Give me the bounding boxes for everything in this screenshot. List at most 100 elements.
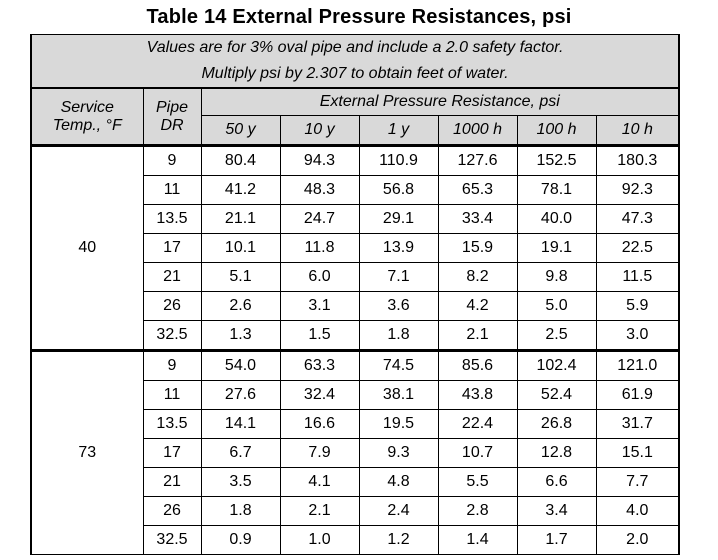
pressure-value-cell: 47.3 [595, 204, 681, 234]
note-line-2: Multiply psi by 2.307 to obtain feet of … [201, 65, 509, 82]
table-row: 17 10.1 11.8 13.9 15.9 19.1 22.5 [31, 233, 681, 263]
header-duration: 1 y [358, 115, 439, 146]
pressure-value-cell: 2.6 [200, 291, 281, 321]
table-row: 13.5 21.1 24.7 29.1 33.4 40.0 47.3 [31, 204, 681, 234]
pressure-value-cell: 4.8 [358, 467, 439, 497]
pipe-dr-cell: 11 [142, 380, 202, 410]
pressure-value-cell: 56.8 [358, 175, 439, 205]
pressure-value-cell: 1.4 [437, 525, 518, 555]
pressure-value-cell: 52.4 [516, 380, 597, 410]
pressure-value-cell: 22.4 [437, 409, 518, 439]
pipe-dr-cell: 11 [142, 175, 202, 205]
table-row: 11 41.2 48.3 56.8 65.3 78.1 92.3 [31, 175, 681, 205]
pressure-value-cell: 74.5 [358, 349, 439, 381]
pressure-value-cell: 43.8 [437, 380, 518, 410]
pressure-value-cell: 102.4 [516, 349, 597, 381]
pressure-value-cell: 9.8 [516, 262, 597, 292]
table-title: Table 14 External Pressure Resistances, … [146, 6, 572, 28]
pressure-value-cell: 1.8 [358, 320, 439, 351]
pressure-value-cell: 6.7 [200, 438, 281, 468]
note-line-1: Values are for 3% oval pipe and include … [146, 39, 564, 56]
pressure-table: Values are for 3% oval pipe and include … [29, 34, 681, 555]
pressure-value-cell: 3.5 [200, 467, 281, 497]
pressure-value-cell: 94.3 [279, 144, 360, 176]
pressure-value-cell: 31.7 [595, 409, 681, 439]
pressure-value-cell: 8.2 [437, 262, 518, 292]
table-row: 73 9 54.0 63.3 74.5 85.6 102.4 121.0 [30, 349, 681, 555]
pressure-value-cell: 7.7 [595, 467, 681, 497]
pressure-value-cell: 32.4 [279, 380, 360, 410]
pressure-value-cell: 19.1 [516, 233, 597, 263]
pressure-value-cell: 1.2 [358, 525, 439, 555]
pressure-value-cell: 4.1 [279, 467, 360, 497]
header-duration: 10 h [595, 115, 681, 146]
pressure-value-cell: 4.2 [437, 291, 518, 321]
pressure-value-cell: 5.0 [516, 291, 597, 321]
header-pipe-dr: Pipe DR [142, 87, 202, 146]
pressure-value-cell: 2.8 [437, 496, 518, 526]
pressure-value-cell: 40.0 [516, 204, 597, 234]
pressure-value-cell: 5.9 [595, 291, 681, 321]
pressure-value-cell: 2.5 [516, 320, 597, 351]
pressure-value-cell: 22.5 [595, 233, 681, 263]
pressure-value-cell: 1.7 [516, 525, 597, 555]
pressure-value-cell: 13.9 [358, 233, 439, 263]
pressure-value-cell: 11.5 [595, 262, 681, 292]
pressure-value-cell: 10.7 [437, 438, 518, 468]
pressure-value-cell: 14.1 [200, 409, 281, 439]
pressure-value-cell: 16.6 [279, 409, 360, 439]
pressure-value-cell: 4.0 [595, 496, 681, 526]
pipe-dr-cell: 17 [142, 438, 202, 468]
table-row: 21 5.1 6.0 7.1 8.2 9.8 11.5 [31, 262, 681, 292]
pipe-dr-cell: 9 [142, 349, 202, 381]
pressure-value-cell: 63.3 [279, 349, 360, 381]
pressure-value-cell: 2.0 [595, 525, 681, 555]
pipe-dr-cell: 17 [142, 233, 202, 263]
header-duration: 50 y [200, 115, 281, 146]
pressure-value-cell: 41.2 [200, 175, 281, 205]
pressure-value-cell: 12.8 [516, 438, 597, 468]
table-row: 32.5 1.3 1.5 1.8 2.1 2.5 3.0 [31, 320, 681, 351]
pressure-value-cell: 2.1 [437, 320, 518, 351]
service-temp-cell: 40 [30, 144, 144, 351]
pipe-dr-cell: 32.5 [142, 320, 202, 351]
header-duration: 1000 h [437, 115, 518, 146]
pressure-value-cell: 1.0 [279, 525, 360, 555]
pressure-value-cell: 26.8 [516, 409, 597, 439]
table-row: 21 3.5 4.1 4.8 5.5 6.6 7.7 [31, 467, 681, 497]
pressure-value-cell: 15.1 [595, 438, 681, 468]
pressure-value-cell: 1.3 [200, 320, 281, 351]
pressure-value-cell: 180.3 [595, 144, 681, 176]
pressure-value-cell: 6.6 [516, 467, 597, 497]
pressure-value-cell: 3.0 [595, 320, 681, 351]
table-row: 13.5 14.1 16.6 19.5 22.4 26.8 31.7 [31, 409, 681, 439]
pressure-value-cell: 9.3 [358, 438, 439, 468]
pressure-value-cell: 21.1 [200, 204, 281, 234]
pressure-value-cell: 3.1 [279, 291, 360, 321]
table-row: 11 27.6 32.4 38.1 43.8 52.4 61.9 [31, 380, 681, 410]
pressure-value-cell: 7.1 [358, 262, 439, 292]
header-duration: 100 h [516, 115, 597, 146]
pressure-value-cell: 11.8 [279, 233, 360, 263]
pressure-value-cell: 121.0 [595, 349, 681, 381]
pressure-value-cell: 65.3 [437, 175, 518, 205]
table-row: 17 6.7 7.9 9.3 10.7 12.8 15.1 [31, 438, 681, 468]
pipe-dr-cell: 21 [142, 262, 202, 292]
pressure-value-cell: 33.4 [437, 204, 518, 234]
pressure-value-cell: 5.5 [437, 467, 518, 497]
pressure-value-cell: 92.3 [595, 175, 681, 205]
pressure-value-cell: 29.1 [358, 204, 439, 234]
pressure-value-cell: 10.1 [200, 233, 281, 263]
pressure-value-cell: 0.9 [200, 525, 281, 555]
pipe-dr-cell: 26 [142, 496, 202, 526]
pressure-value-cell: 27.6 [200, 380, 281, 410]
pressure-value-cell: 80.4 [200, 144, 281, 176]
header-service-temp: Service Temp., °F [30, 87, 144, 146]
pipe-dr-cell: 26 [142, 291, 202, 321]
pressure-value-cell: 6.0 [279, 262, 360, 292]
pipe-dr-cell: 9 [142, 144, 202, 176]
pressure-value-cell: 48.3 [279, 175, 360, 205]
header-group: External Pressure Resistance, psi [200, 87, 681, 116]
pressure-value-cell: 54.0 [200, 349, 281, 381]
pressure-value-cell: 3.6 [358, 291, 439, 321]
